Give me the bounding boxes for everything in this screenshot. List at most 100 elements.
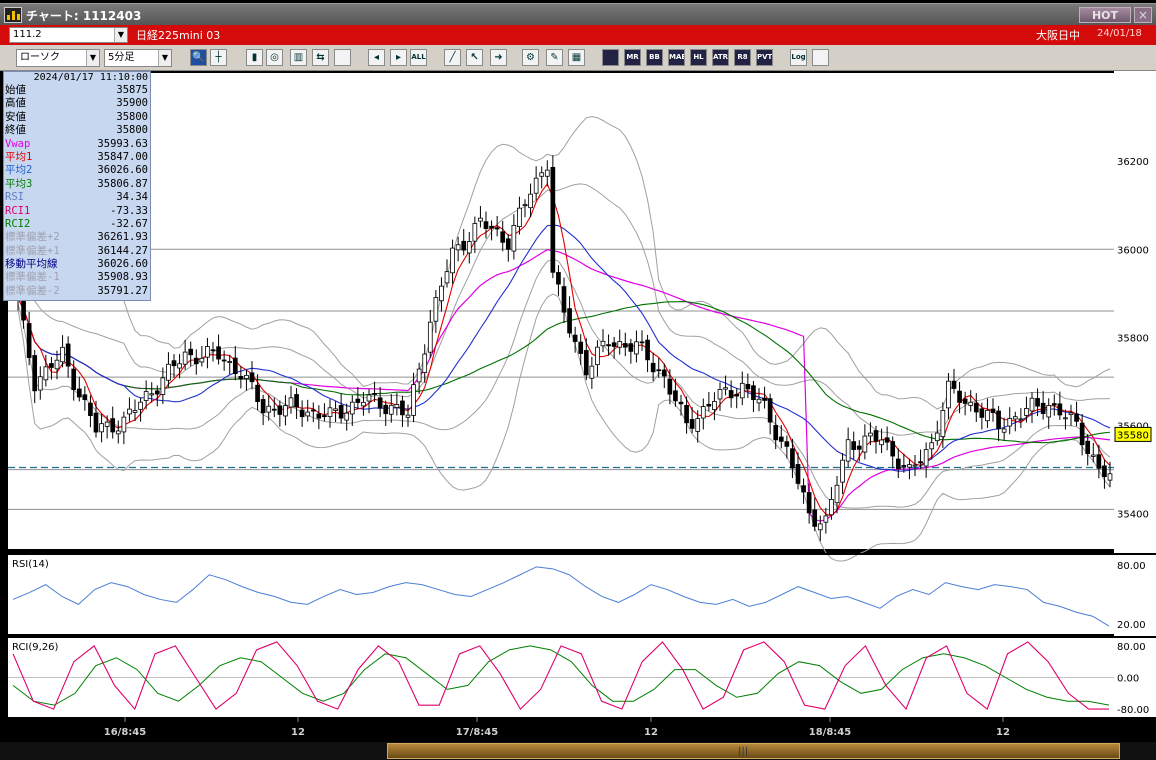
palette-button[interactable]: ▦ (568, 49, 585, 66)
blank-button[interactable] (334, 49, 351, 66)
chart-type-select[interactable]: ローソク ▼ (16, 49, 100, 67)
candle-body (962, 398, 968, 404)
candle-body (762, 397, 767, 401)
candle-body (517, 207, 522, 228)
candle-body (232, 357, 238, 375)
arrow-button[interactable]: ➜ (490, 49, 507, 66)
candle-body (171, 360, 177, 367)
info-label: 始値 (5, 84, 26, 96)
info-label: 平均1 (5, 150, 33, 163)
candle-body (673, 390, 678, 402)
left-border (0, 71, 8, 717)
symbol-code-select[interactable]: 111.2 ▼ (9, 27, 128, 43)
info-row: 終値 35800 (4, 124, 150, 137)
candle-body (845, 439, 851, 462)
log-button[interactable]: Log (790, 49, 807, 66)
bars-button[interactable]: ▥ (290, 49, 307, 66)
candle-body (444, 271, 450, 284)
candle-body (661, 369, 667, 377)
pointer-button[interactable]: ↖ (466, 49, 483, 66)
candle-body (812, 509, 818, 527)
export-button[interactable] (812, 49, 829, 66)
chart-area[interactable]: 362003600035800356003540035580RSI(14)80.… (0, 71, 1156, 747)
candle-body (817, 523, 823, 531)
candle-body (706, 403, 712, 407)
time-axis-band (0, 717, 1156, 745)
info-label: 標準偏差-1 (5, 271, 60, 284)
timeframe-select[interactable]: 5分足 ▼ (104, 49, 172, 67)
rsi-tick-label: 20.00 (1117, 620, 1146, 631)
candle-body (49, 363, 54, 368)
bb-button[interactable]: BB (646, 49, 663, 66)
candle-body (266, 405, 272, 413)
candle-body (1085, 440, 1091, 454)
candle-body (322, 415, 327, 418)
hot-button[interactable]: HOT (1079, 7, 1131, 23)
draw-button[interactable]: ╱ (444, 49, 461, 66)
candle-body (678, 401, 684, 405)
compare-button[interactable]: ⇆ (312, 49, 329, 66)
candle-body (244, 374, 249, 379)
rsi-line (12, 566, 1110, 627)
zoom-icon: ◎ (270, 52, 279, 63)
chart-type-value: ローソク (20, 52, 60, 63)
grip-icon: ||| (738, 746, 749, 757)
info-label: 標準偏差-2 (5, 284, 60, 297)
info-timestamp: 2024/01/17 11:10:00 (33, 72, 148, 83)
mr-button[interactable]: MR (624, 49, 641, 66)
candle-body (1096, 454, 1102, 469)
chevron-down-icon: ▼ (114, 28, 127, 42)
horizontal-scrollbar[interactable]: ||| (0, 742, 1156, 760)
wrench-icon: ✎ (550, 52, 559, 63)
atr-button[interactable]: ATR (712, 49, 729, 66)
candle-body (466, 241, 472, 254)
all-button[interactable]: ALL (410, 49, 427, 66)
candle-body (1018, 418, 1024, 421)
info-value: -73.33 (110, 204, 148, 217)
rci-tick-label: 0.00 (1117, 674, 1139, 685)
candle-button[interactable]: ▮ (246, 49, 263, 66)
close-button[interactable]: × (1134, 7, 1152, 23)
candle-body (494, 227, 500, 230)
ma-button[interactable] (602, 49, 619, 66)
current-price-marker (1114, 426, 1152, 442)
candle-body (277, 405, 283, 415)
candle-body (271, 408, 277, 411)
candle-body (790, 448, 795, 469)
candle-body (901, 465, 907, 467)
info-label: 平均3 (5, 177, 33, 190)
candle-body (472, 223, 478, 242)
pointer-icon: ↖ (470, 52, 479, 63)
crosshair-button[interactable]: ┼ (210, 49, 227, 66)
candle-body (400, 400, 405, 416)
candle-body (606, 344, 611, 347)
info-row: 始値 35875 (4, 84, 150, 97)
data-window: 2024/01/17 11:10:00 始値 35875 高値 35900 安値 3580… (3, 71, 151, 301)
price-tick-label: 36200 (1117, 157, 1149, 168)
candle-body (338, 405, 344, 419)
hl-button[interactable]: HL (690, 49, 707, 66)
info-row: 標準偏差+2 36261.93 (4, 231, 150, 244)
mae-button[interactable]: MAE (668, 49, 685, 66)
scroll-thumb[interactable]: ||| (387, 743, 1120, 759)
candle-body (862, 435, 868, 453)
pvt-button[interactable]: PVT (756, 49, 773, 66)
candle-body (88, 402, 93, 417)
candle-body (851, 441, 857, 450)
chart-canvas[interactable]: 362003600035800356003540035580RSI(14)80.… (0, 71, 1156, 747)
candle-body (784, 441, 790, 447)
candle-body (260, 399, 266, 414)
candle-body (238, 376, 244, 380)
wrench-button[interactable]: ✎ (546, 49, 563, 66)
candle-body (283, 405, 288, 417)
pan-left-button[interactable]: ◂ (368, 49, 385, 66)
search-button[interactable]: 🔍 (190, 49, 207, 66)
candle-body (957, 390, 962, 403)
settings-button[interactable]: ⚙ (522, 49, 539, 66)
pan-right-icon: ▸ (395, 52, 402, 63)
pan-right-button[interactable]: ▸ (390, 49, 407, 66)
candle-body (333, 408, 338, 411)
candle-body (823, 515, 829, 523)
zoom-button[interactable]: ◎ (266, 49, 283, 66)
pnf-button[interactable]: R8 (734, 49, 751, 66)
